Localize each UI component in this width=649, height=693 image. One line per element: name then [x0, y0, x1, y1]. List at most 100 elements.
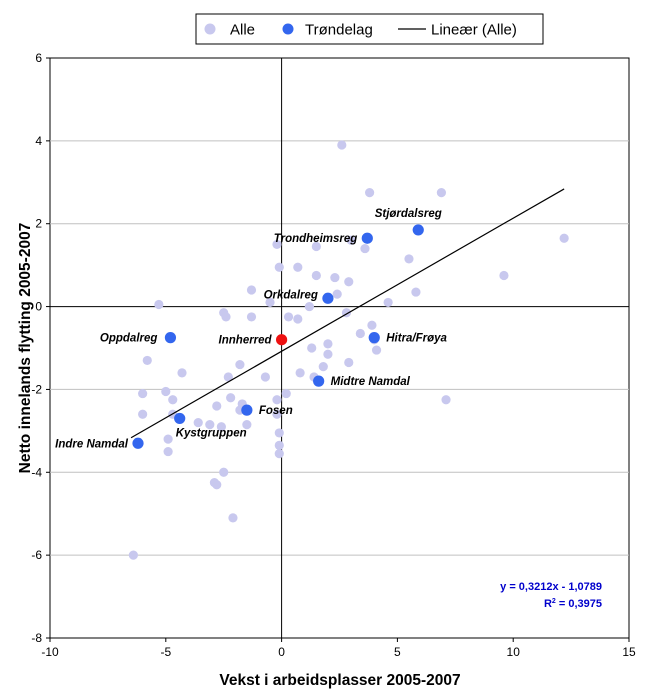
point-label: Hitra/Frøya [386, 333, 447, 345]
data-point-alle [346, 235, 356, 245]
trendline-r2: R2 = 0,3975 [544, 598, 602, 610]
y-tick-labels: -8 -6 -4 -2 0 2 4 6 [31, 51, 42, 645]
data-point-alle [355, 328, 365, 339]
data-point-alle [128, 550, 138, 560]
y-tick-label: 2 [35, 217, 42, 231]
data-point-alle [161, 386, 171, 397]
data-point-alle [371, 345, 382, 355]
data-point-alle [138, 409, 148, 419]
data-point-trondelag [361, 232, 373, 244]
data-point-alle [142, 355, 152, 366]
point-label: Fosen [259, 405, 293, 417]
data-point-alle [205, 420, 215, 430]
data-point-alle [283, 312, 294, 322]
point-label: Indre Namdal [55, 438, 129, 450]
data-point-alle [246, 285, 257, 295]
data-point-alle [404, 254, 414, 264]
point-label: Stjørdalsreg [375, 208, 442, 220]
data-point-alle [304, 301, 314, 312]
data-point-alle [163, 434, 173, 444]
data-point-alle [272, 409, 282, 419]
data-point-alle [235, 359, 245, 370]
data-point-alle [274, 262, 284, 272]
axes [46, 57, 630, 642]
point-label: Oppdalreg [100, 333, 158, 345]
legend-box [195, 13, 544, 45]
data-point-alle [281, 388, 291, 399]
data-point-trondelag [313, 375, 325, 387]
data-point-alle [441, 395, 451, 405]
data-point-alle [154, 299, 164, 310]
y-tick-label: -8 [31, 631, 42, 645]
legend-marker-alle [204, 23, 216, 35]
r2-superscript: 2 [552, 598, 556, 605]
y-tick-label: 6 [35, 51, 42, 65]
legend-marker-trondelag [282, 23, 294, 35]
trendline-equation: y = 0,3212x - 1,0789 [500, 581, 602, 593]
data-point-alle [311, 241, 321, 252]
data-point-alle [163, 446, 173, 457]
point-label: Kystgruppen [176, 427, 247, 439]
data-point-alle [216, 422, 226, 432]
data-point-alle [337, 140, 347, 150]
point-label: Trondheimsreg [274, 233, 358, 245]
x-tick-label: -10 [41, 645, 59, 659]
data-point-alle [274, 449, 284, 459]
x-tick-label: 10 [507, 645, 521, 659]
data-point-alle [246, 312, 257, 322]
r2-prefix: R [544, 598, 552, 610]
y-tick-label: -2 [31, 382, 42, 396]
data-point-alle [223, 372, 233, 382]
data-point-alle [307, 343, 317, 353]
data-point-alle [411, 287, 421, 297]
data-point-alle [383, 297, 393, 308]
data-point-alle [344, 357, 354, 368]
data-point-alle [221, 312, 231, 322]
x-tick-label: -5 [160, 645, 171, 659]
x-axis-title: Vekst i arbeidsplasser 2005-2007 [219, 672, 460, 689]
data-point-alle [272, 239, 282, 250]
data-point-trondelag [412, 224, 424, 236]
data-point-alle [365, 188, 375, 198]
data-point-alle [323, 339, 333, 349]
data-point-alle [138, 388, 148, 399]
data-point-alle [212, 401, 222, 411]
data-point-alle [219, 467, 229, 477]
data-point-trondelag [174, 412, 186, 425]
data-point-alle [260, 372, 270, 382]
data-point-alle [265, 297, 275, 308]
data-point-alle [295, 368, 305, 378]
data-point-alle [228, 513, 238, 523]
y-axis-title: Netto innelands flytting 2005-2007 [17, 223, 34, 474]
x-tick-labels: -10 -5 0 5 10 15 [41, 645, 636, 659]
trendline-group [130, 188, 565, 439]
data-point-alle [499, 270, 509, 281]
data-point-alle [330, 272, 340, 283]
y-tick-label: 4 [35, 134, 42, 148]
data-point-trondelag [368, 332, 380, 344]
series-alle [128, 140, 569, 560]
data-point-alle [226, 393, 236, 403]
data-point-alle [360, 243, 370, 254]
data-point-trondelag [241, 404, 253, 416]
data-point-alle [559, 233, 569, 243]
data-point-alle [272, 395, 282, 405]
y-tick-label: -4 [31, 465, 42, 479]
legend: Alle Trøndelag Lineær (Alle) [195, 13, 544, 45]
x-tick-label: 15 [622, 645, 636, 659]
plot-area [49, 57, 630, 639]
gridlines [50, 140, 629, 556]
y-tick-label: 0 [35, 300, 42, 314]
data-point-alle [242, 420, 252, 430]
point-labels: Stjørdalsreg Trondheimsreg Orkdalreg Oppdal… [55, 208, 447, 450]
legend-label-trondelag: Trøndelag [305, 22, 373, 39]
data-point-trondelag [164, 332, 177, 344]
data-point-alle [274, 428, 284, 438]
point-label: Orkdalreg [264, 289, 318, 301]
data-point-alle [344, 277, 354, 287]
data-point-alle [274, 440, 284, 450]
point-label: Innherred [219, 335, 273, 347]
y-tick-label: -6 [31, 548, 42, 562]
data-point-trondelag [322, 292, 334, 304]
r2-value: = 0,3975 [556, 598, 602, 610]
